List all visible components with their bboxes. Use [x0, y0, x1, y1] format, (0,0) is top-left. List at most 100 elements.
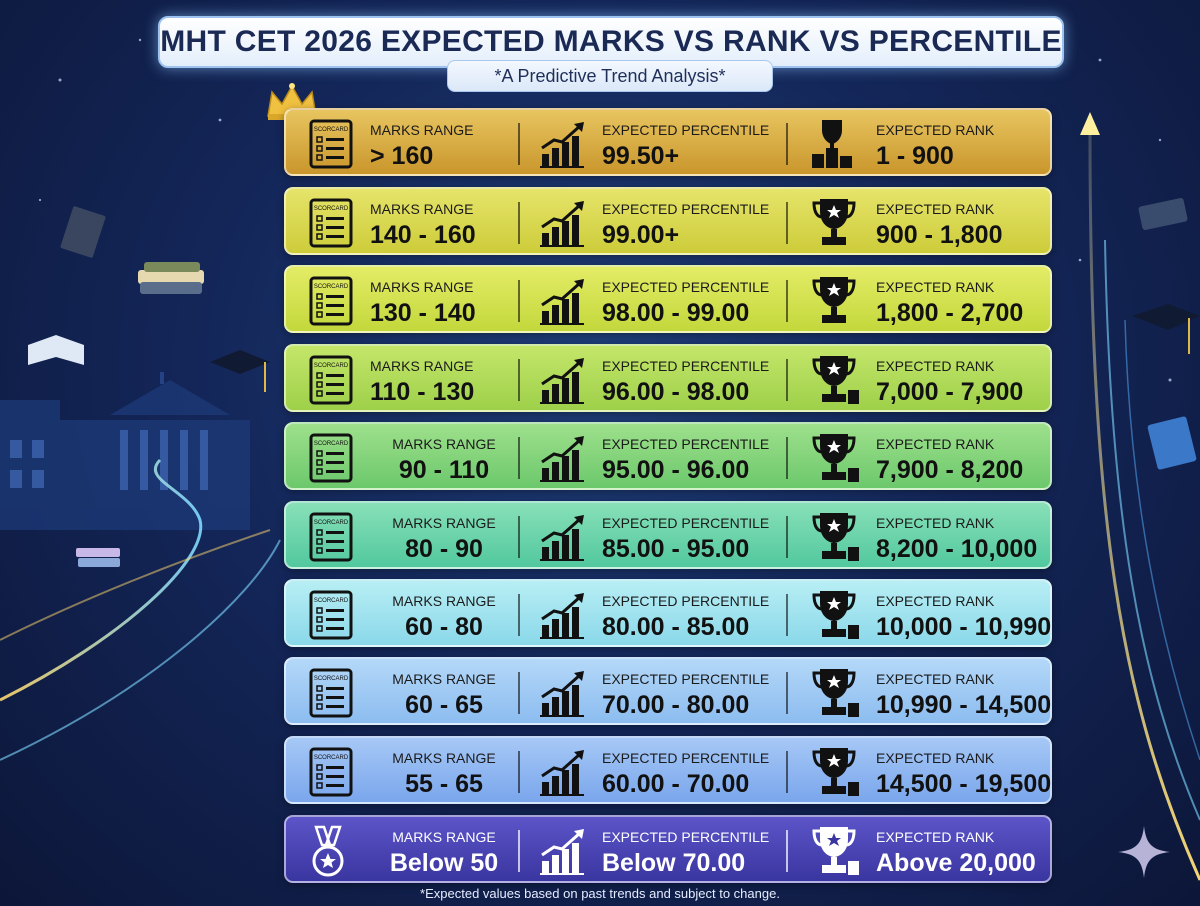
scorecard-icon: SCORCARD	[308, 432, 354, 489]
divider	[518, 594, 520, 636]
expected-percentile-label: EXPECTED PERCENTILE	[602, 750, 770, 766]
expected-percentile-value: 70.00 - 80.00	[602, 691, 750, 719]
title-banner: MHT CET 2026 EXPECTED MARKS VS RANK VS P…	[158, 16, 1064, 68]
trophy-icon	[812, 432, 860, 489]
scorecard-icon: SCORCARD	[308, 354, 354, 411]
subtitle-banner: *A Predictive Trend Analysis*	[447, 60, 773, 92]
expected-percentile-label: EXPECTED PERCENTILE	[602, 436, 770, 452]
growth-chart-icon	[540, 829, 588, 880]
marks-range-value: 140 - 160	[370, 221, 476, 249]
expected-percentile-value: 95.00 - 96.00	[602, 456, 750, 484]
divider	[786, 594, 788, 636]
page-subtitle: *A Predictive Trend Analysis*	[494, 65, 726, 86]
expected-rank-value: 7,900 - 8,200	[876, 456, 1024, 484]
svg-text:SCORCARD: SCORCARD	[314, 755, 349, 761]
table-row: SCORCARD MARKS RANGE 130 - 140 EXPECTED PER…	[284, 265, 1052, 333]
expected-rank-label: EXPECTED RANK	[876, 671, 995, 687]
expected-rank-label: EXPECTED RANK	[876, 279, 995, 295]
scorecard-icon: SCORCARD	[308, 197, 354, 254]
marks-range-value: 60 - 80	[405, 613, 483, 641]
trophy-icon	[812, 511, 860, 568]
svg-text:SCORCARD: SCORCARD	[314, 520, 349, 526]
footnote: *Expected values based on past trends an…	[420, 886, 780, 901]
scorecard-icon: SCORCARD	[308, 746, 354, 803]
expected-rank-value: 1 - 900	[876, 142, 954, 170]
marks-range-value: > 160	[370, 142, 434, 170]
trophy-icon	[812, 667, 860, 724]
divider	[518, 751, 520, 793]
table-row: SCORCARD MARKS RANGE 80 - 90 EXPECTED PERCE…	[284, 501, 1052, 569]
divider	[786, 437, 788, 479]
trophy-icon	[812, 197, 860, 254]
marks-range-label: MARKS RANGE	[392, 515, 496, 531]
growth-chart-icon	[540, 750, 588, 801]
marks-range-value: 90 - 110	[398, 456, 490, 484]
trophy-icon	[812, 825, 860, 882]
marks-range-label: MARKS RANGE	[392, 593, 496, 609]
table-row: MARKS RANGE Below 50 EXPECTED PERCENTILE Be…	[284, 815, 1052, 883]
trophy-icon	[812, 118, 860, 175]
sparkle-icon	[1118, 826, 1170, 878]
expected-percentile-value: Below 70.00	[602, 849, 746, 877]
growth-chart-icon	[540, 515, 588, 566]
expected-rank-value: 10,000 - 10,990	[876, 613, 1052, 641]
svg-text:SCORCARD: SCORCARD	[314, 127, 349, 133]
divider	[786, 359, 788, 401]
growth-chart-icon	[540, 279, 588, 330]
divider	[518, 672, 520, 714]
expected-percentile-value: 80.00 - 85.00	[602, 613, 750, 641]
marks-range-value: 55 - 65	[405, 770, 483, 798]
divider	[518, 359, 520, 401]
marks-range-label: MARKS RANGE	[370, 358, 474, 374]
marks-range-label: MARKS RANGE	[392, 671, 496, 687]
marks-range-label: MARKS RANGE	[370, 201, 474, 217]
expected-rank-label: EXPECTED RANK	[876, 593, 995, 609]
table-row: SCORCARD MARKS RANGE 140 - 160 EXPECTED PER…	[284, 187, 1052, 255]
marks-range-label: MARKS RANGE	[370, 122, 474, 138]
growth-chart-icon	[540, 593, 588, 644]
expected-rank-value: 7,000 - 7,900	[876, 378, 1024, 406]
marks-range-value: 130 - 140	[370, 299, 476, 327]
expected-rank-label: EXPECTED RANK	[876, 750, 995, 766]
expected-percentile-value: 60.00 - 70.00	[602, 770, 750, 798]
scorecard-icon: SCORCARD	[308, 118, 354, 175]
medal-icon	[308, 825, 348, 884]
table-row: SCORCARD MARKS RANGE 55 - 65 EXPECTED PERCE…	[284, 736, 1052, 804]
svg-text:SCORCARD: SCORCARD	[314, 206, 349, 212]
table-row: SCORCARD MARKS RANGE 90 - 110 EXPECTED PERC…	[284, 422, 1052, 490]
divider	[518, 123, 520, 165]
trophy-icon	[812, 746, 860, 803]
marks-range-label: MARKS RANGE	[370, 279, 474, 295]
growth-chart-icon	[540, 671, 588, 722]
svg-text:SCORCARD: SCORCARD	[314, 441, 349, 447]
svg-text:SCORCARD: SCORCARD	[314, 284, 349, 290]
growth-chart-icon	[540, 358, 588, 409]
expected-percentile-value: 99.00+	[602, 221, 680, 249]
book-icon	[28, 198, 1197, 567]
marks-range-value: 60 - 65	[405, 691, 483, 719]
scorecard-icon: SCORCARD	[308, 275, 354, 332]
expected-rank-label: EXPECTED RANK	[876, 436, 995, 452]
expected-rank-value: 14,500 - 19,500	[876, 770, 1052, 798]
expected-rank-label: EXPECTED RANK	[876, 358, 995, 374]
growth-chart-icon	[540, 122, 588, 173]
divider	[518, 830, 520, 872]
divider	[518, 437, 520, 479]
growth-chart-icon	[540, 201, 588, 252]
trophy-icon	[812, 589, 860, 646]
table-row: SCORCARD MARKS RANGE > 160 EXPECTED PERCENT…	[284, 108, 1052, 176]
expected-percentile-label: EXPECTED PERCENTILE	[602, 593, 770, 609]
expected-percentile-label: EXPECTED PERCENTILE	[602, 515, 770, 531]
scorecard-icon: SCORCARD	[308, 511, 354, 568]
expected-rank-value: 1,800 - 2,700	[876, 299, 1024, 327]
expected-percentile-label: EXPECTED PERCENTILE	[602, 122, 770, 138]
svg-text:SCORCARD: SCORCARD	[314, 676, 349, 682]
expected-percentile-value: 98.00 - 99.00	[602, 299, 750, 327]
divider	[786, 672, 788, 714]
divider	[786, 123, 788, 165]
divider	[786, 751, 788, 793]
table-row: SCORCARD MARKS RANGE 60 - 65 EXPECTED PERCE…	[284, 657, 1052, 725]
expected-percentile-value: 85.00 - 95.00	[602, 535, 750, 563]
divider	[518, 202, 520, 244]
